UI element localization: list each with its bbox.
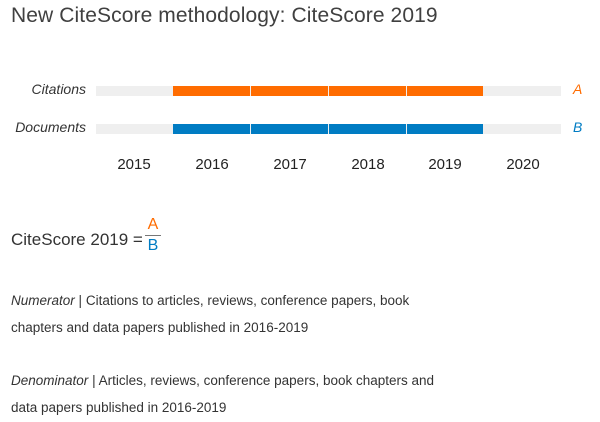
formula-numerator: A	[147, 216, 159, 233]
documents-segment-2016	[173, 124, 250, 134]
year-label: 2016	[195, 156, 229, 173]
fraction-bar	[145, 235, 161, 236]
year-label: 2020	[506, 156, 540, 173]
denominator-desc-line1: Denominator | Articles, reviews, confere…	[11, 367, 491, 394]
formula-denominator: B	[147, 237, 159, 254]
denominator-term: Denominator	[11, 373, 89, 388]
denominator-description: Denominator | Articles, reviews, confere…	[11, 367, 491, 421]
documents-segment-2018	[329, 124, 406, 134]
numerator-description: Numerator | Citations to articles, revie…	[11, 287, 491, 341]
citations-segment-2017	[251, 86, 328, 96]
year-label: 2015	[117, 156, 151, 173]
numerator-text-1: Citations to articles, reviews, conferen…	[85, 293, 410, 308]
page-title: New CiteScore methodology: CiteScore 201…	[11, 4, 438, 27]
row-label-documents: Documents	[15, 119, 86, 135]
year-label: 2017	[273, 156, 307, 173]
citations-letter-a: A	[573, 81, 583, 97]
citescore-window-diagram: Citations A Documents B 2015 2016 2017 2…	[0, 70, 600, 190]
year-label: 2019	[428, 156, 462, 173]
citations-track	[96, 86, 561, 96]
documents-letter-b: B	[573, 119, 583, 135]
formula-label: CiteScore 2019 =	[11, 230, 143, 249]
denominator-text-2: data papers published in 2016-2019	[11, 400, 227, 415]
numerator-term: Numerator	[11, 293, 75, 308]
separator: |	[78, 293, 83, 308]
year-label: 2018	[351, 156, 385, 173]
numerator-text-2: chapters and data papers published in 20…	[11, 320, 309, 335]
documents-segment-2017	[251, 124, 328, 134]
documents-segment-2019	[407, 124, 483, 134]
citations-segment-2019	[407, 86, 483, 96]
row-label-citations: Citations	[31, 81, 86, 97]
denominator-text-1: Articles, reviews, conference papers, bo…	[98, 373, 435, 388]
formula-fraction: A B	[145, 216, 161, 255]
separator: |	[92, 373, 96, 388]
citations-segment-2016	[173, 86, 250, 96]
documents-track	[96, 124, 561, 134]
numerator-desc-line1: Numerator | Citations to articles, revie…	[11, 287, 491, 314]
citations-segment-2018	[329, 86, 406, 96]
